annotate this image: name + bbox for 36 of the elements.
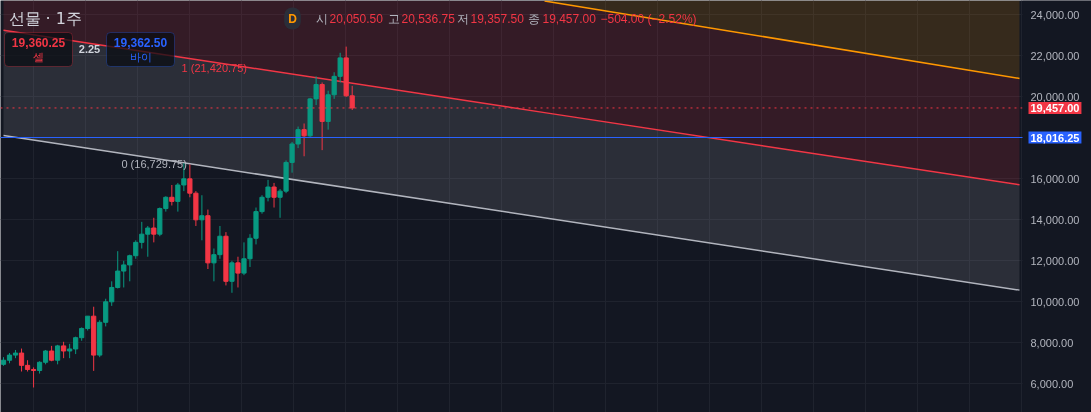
- candlestick: [301, 122, 307, 157]
- annotation: 19,360.25: [11, 36, 66, 50]
- candlestick: [169, 184, 175, 206]
- series-label: 1 (21,420.75): [181, 61, 247, 74]
- y-tick-label: 24,000.00: [1030, 8, 1080, 21]
- annotation: 2.25: [78, 42, 101, 55]
- annotation: 시: [315, 11, 328, 26]
- ref-line-label: 18,016.25: [1030, 131, 1080, 144]
- annotation: 19,357.50: [470, 12, 525, 26]
- annotation: 바이: [129, 51, 152, 64]
- annotation: 저: [456, 11, 469, 26]
- y-tick-label: 14,000.00: [1030, 213, 1080, 226]
- candlestick: [235, 256, 241, 288]
- y-tick-label: 22,000.00: [1030, 49, 1080, 62]
- candlestick: [199, 194, 205, 241]
- annotation: −504.00 (−2.52%): [600, 11, 697, 26]
- y-tick-label: 16,000.00: [1030, 172, 1080, 185]
- candlestick: [229, 260, 235, 294]
- annotation: 셀: [33, 51, 44, 64]
- annotation: D: [288, 11, 298, 26]
- ref-line-label: 19,457.00: [1030, 101, 1080, 114]
- series-label: 0 (16,729.75): [121, 157, 187, 170]
- annotation: 19,457.00: [542, 12, 597, 26]
- y-tick-label: 6,000.00: [1030, 377, 1074, 390]
- candlestick: [151, 217, 157, 243]
- y-tick-label: 8,000.00: [1030, 336, 1074, 349]
- annotation: 종: [527, 11, 540, 26]
- text: 선물 · 1주: [8, 9, 82, 28]
- candlestick: [271, 182, 277, 209]
- annotation: 20,050.50: [329, 12, 384, 26]
- y-tick-label: 12,000.00: [1030, 254, 1080, 267]
- y-tick-label: 20,000.00: [1030, 90, 1080, 103]
- annotation: 20,536.75: [401, 12, 456, 26]
- annotation: 19,362.50: [113, 36, 168, 50]
- annotation: 고: [387, 11, 400, 26]
- y-tick-label: 10,000.00: [1030, 295, 1080, 308]
